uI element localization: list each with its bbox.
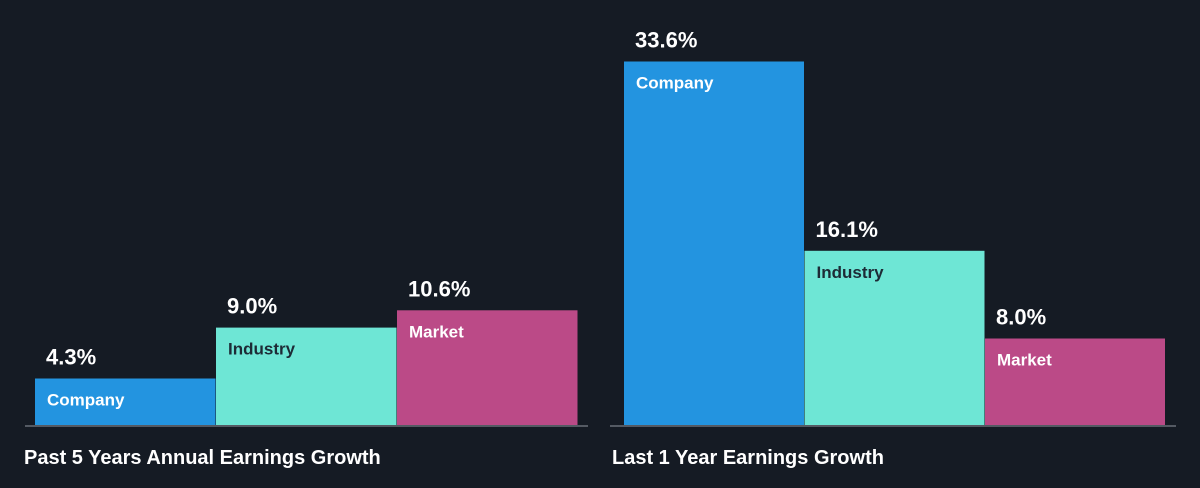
value-label: 33.6% xyxy=(635,28,697,53)
bar-industry xyxy=(216,327,397,425)
bar-category-label: Company xyxy=(636,74,714,93)
chart-panel: 4.3% Company 9.0% Industry 10.6% Market Past 5… xyxy=(24,276,588,469)
bar-company xyxy=(624,61,804,425)
bar-company xyxy=(35,378,216,425)
bar-category-label: Industry xyxy=(817,263,885,282)
bar-category-label: Industry xyxy=(228,340,296,359)
chart-title: Past 5 Years Annual Earnings Growth xyxy=(24,447,381,469)
bar-category-label: Company xyxy=(47,391,125,410)
value-label: 10.6% xyxy=(408,276,470,301)
bar-category-label: Market xyxy=(409,322,464,341)
chart-panel: 33.6% Company 16.1% Industry 8.0% Market Last … xyxy=(610,28,1176,469)
bar-market xyxy=(397,310,578,425)
chart-title: Last 1 Year Earnings Growth xyxy=(612,447,884,469)
bar-market xyxy=(985,338,1165,425)
value-label: 9.0% xyxy=(227,294,277,319)
charts-layer: 4.3% Company 9.0% Industry 10.6% Market Past 5… xyxy=(24,28,1176,469)
bar-industry xyxy=(804,250,985,425)
value-label: 8.0% xyxy=(996,305,1046,330)
bar-category-label: Market xyxy=(997,351,1052,370)
value-label: 16.1% xyxy=(816,217,878,242)
value-label: 4.3% xyxy=(46,345,96,370)
